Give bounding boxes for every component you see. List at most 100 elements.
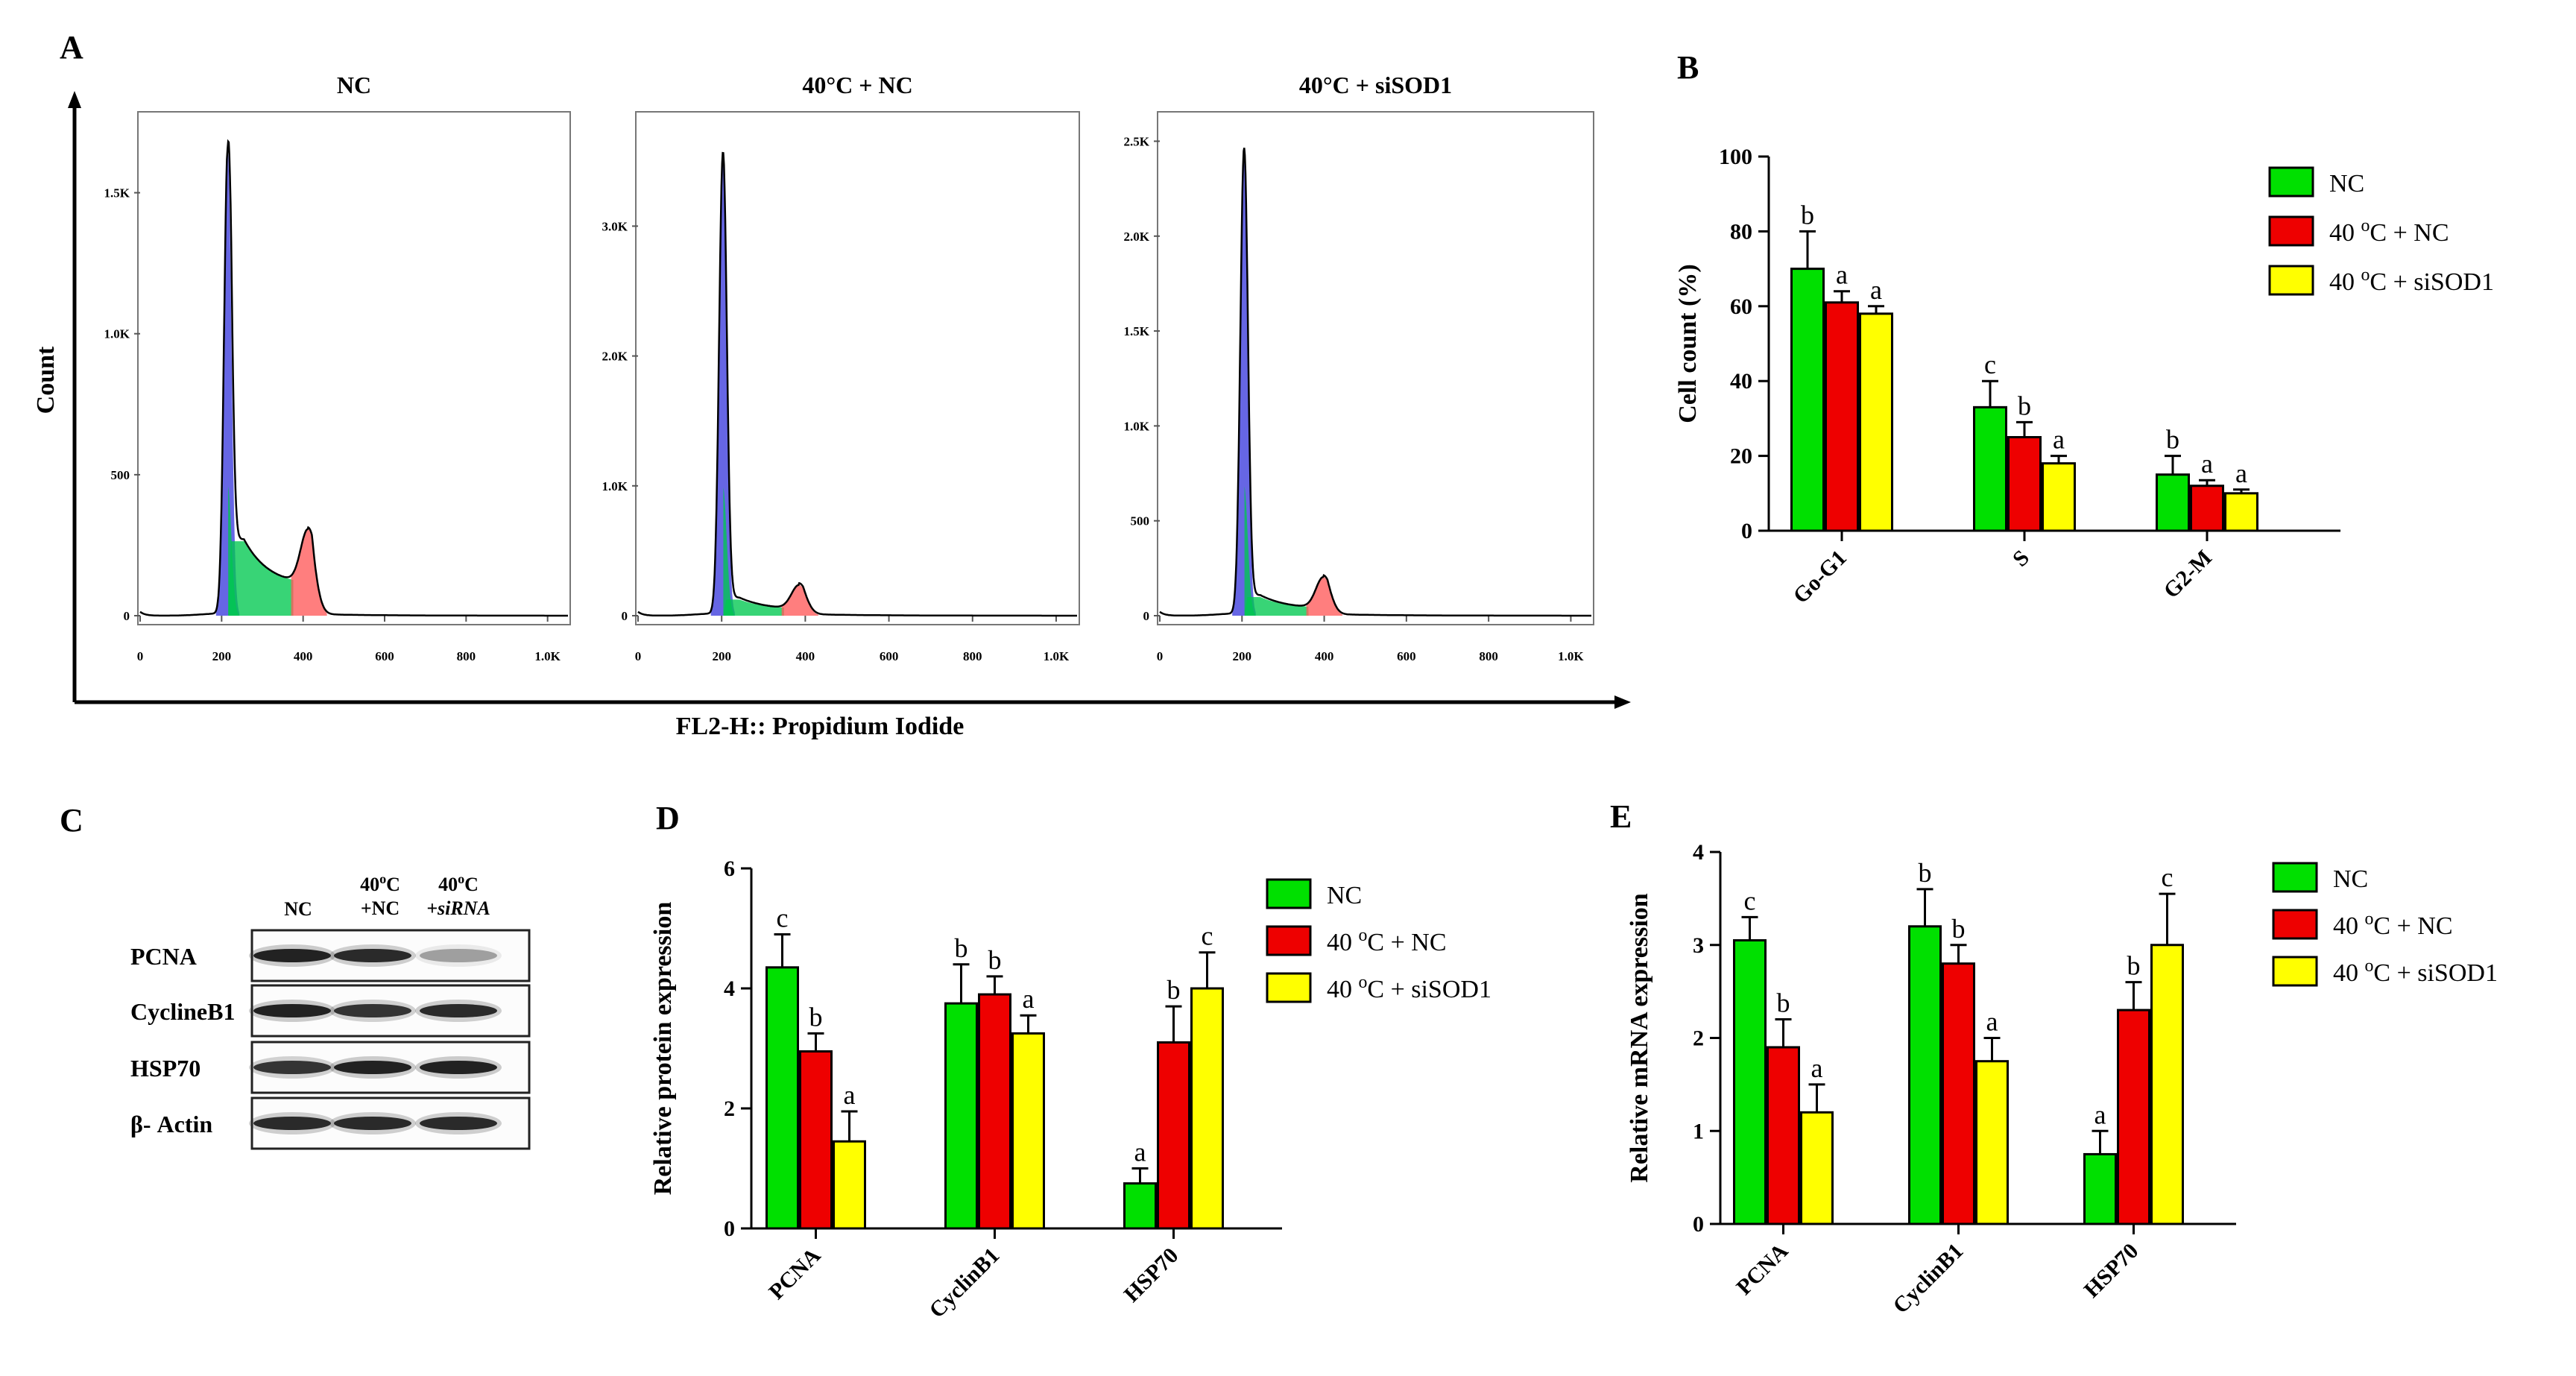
y-tick-label: 40 (1730, 369, 1752, 394)
y-tick-label: 1.0K (602, 479, 628, 493)
y-tick-label: 100 (1719, 145, 1752, 169)
x-tick-label: 0 (635, 649, 642, 663)
legend-label: 40 oC + NC (2329, 216, 2449, 247)
legend-swatch (2268, 166, 2314, 198)
bar (978, 993, 1011, 1230)
x-tick-label: 400 (294, 649, 313, 663)
y-tick-label: 500 (111, 468, 130, 482)
x-tick-label: 600 (1397, 649, 1416, 663)
significance-letter: b (2127, 951, 2141, 981)
bar (765, 966, 799, 1230)
g2m-area (1306, 577, 1343, 616)
bar (2156, 473, 2190, 532)
blot-band-halo (415, 1112, 502, 1134)
y-tick-label: 2 (1693, 1026, 1704, 1051)
x-tick-label: 0 (137, 649, 144, 663)
category-label: Go-G1 (1788, 546, 1852, 609)
s-phase-area (1245, 597, 1309, 616)
histogram-frame (1157, 111, 1594, 625)
lane-label-line2: +NC (361, 897, 400, 919)
bar (2042, 462, 2076, 532)
bar (799, 1050, 833, 1230)
blot-band-halo (415, 1000, 502, 1022)
s-phase-area (724, 599, 784, 616)
y-tick-label: 1 (1693, 1119, 1704, 1143)
panel-a-y-arrowhead (68, 91, 81, 108)
y-tick-label: 3.0K (602, 219, 628, 233)
significance-letter: b (2166, 425, 2179, 455)
x-tick-label: 200 (712, 649, 731, 663)
y-tick-label: 0 (1693, 1212, 1704, 1237)
g2m-area (781, 584, 819, 616)
blot-band (253, 949, 331, 962)
blot-row-label: HSP70 (130, 1055, 201, 1082)
blot-band (253, 1004, 331, 1017)
y-tick-label: 0 (124, 609, 130, 623)
histogram-2: 40°C + NC 0 200 400 600 800 1.0K 0 1.0K 2.0K 3.0K (602, 72, 1080, 663)
panel-a-xlabel: FL2-H:: Propidium Iodide (676, 713, 965, 740)
significance-letter: a (1811, 1053, 1823, 1083)
blot-band (253, 1061, 331, 1074)
histogram-3: 40°C + siSOD1 0 200 400 600 800 1.0K 0 500 1.0K 1.… (1124, 72, 1594, 663)
significance-letter: b (1952, 914, 1966, 944)
panel-label-c: C (60, 802, 83, 839)
x-tick-label: 800 (457, 649, 476, 663)
legend-label: 40 oC + siSOD1 (2329, 265, 2494, 296)
y-tick-label: 80 (1730, 219, 1752, 244)
blot-band-halo (249, 1056, 335, 1079)
significance-letter: b (2018, 391, 2031, 420)
blot-band (420, 1004, 497, 1017)
histogram-trace (637, 151, 1077, 617)
legend-label: 40 oC + NC (2333, 909, 2453, 940)
y-tick-label: 0 (1741, 519, 1752, 543)
histogram-1: NC 0 200 400 600 800 1.0K 0 500 1.0K 1.5K (104, 72, 571, 663)
category-label: CyclinB1 (924, 1243, 1004, 1323)
category-label: HSP70 (2080, 1239, 2144, 1303)
x-tick-label: 1.0K (1044, 649, 1070, 663)
histogram-trace (1159, 148, 1591, 617)
significance-letter: b (955, 933, 968, 963)
x-tick-label: 600 (375, 649, 394, 663)
blot-band (334, 1117, 411, 1130)
blot-row-label: PCNA (130, 943, 197, 970)
blot-band-halo (329, 1000, 416, 1022)
panel-a-ylabel: Count (32, 346, 60, 414)
significance-letter: a (2094, 1099, 2106, 1129)
s-phase-peak-overlay (723, 487, 734, 616)
significance-letter: b (1777, 988, 1790, 1018)
y-axis-label: Relative protein expression (649, 902, 677, 1196)
legend-label: NC (1327, 882, 1362, 909)
significance-letter: c (2162, 862, 2174, 892)
x-tick-label: 400 (1315, 649, 1334, 663)
legend-swatch (2272, 956, 2318, 987)
bar (1825, 301, 1859, 532)
bar (1973, 405, 2007, 532)
blot-band-halo (249, 944, 335, 967)
panel-label-b: B (1677, 49, 1699, 86)
significance-letter: b (1801, 200, 1814, 230)
lane-label: NC (284, 898, 312, 920)
bar (2117, 1009, 2150, 1225)
bar (1800, 1111, 1834, 1225)
blot-band (420, 1117, 497, 1130)
significance-letter: a (2053, 425, 2065, 455)
bar (1975, 1060, 2009, 1225)
significance-letter: a (2201, 449, 2213, 479)
significance-letter: a (2235, 458, 2247, 488)
histogram-frame (635, 111, 1080, 625)
bar (1908, 925, 1942, 1225)
legend-label: 40 oC + siSOD1 (1327, 973, 1491, 1003)
legend-swatch (2268, 265, 2314, 296)
blot-band-halo (249, 1112, 335, 1134)
significance-letter: a (1023, 984, 1035, 1014)
histogram-title: 40°C + siSOD1 (1299, 72, 1452, 98)
blot-row-label: β- Actin (130, 1111, 212, 1137)
bar (833, 1140, 866, 1230)
x-tick-label: 0 (1157, 649, 1164, 663)
s-phase-peak-overlay (1244, 486, 1255, 616)
bar-chart-e: 0 1 2 3 4 Relative mRNA expression PCNA c b a Cycl… (1626, 840, 2498, 1319)
x-tick-label: 1.0K (1558, 649, 1584, 663)
